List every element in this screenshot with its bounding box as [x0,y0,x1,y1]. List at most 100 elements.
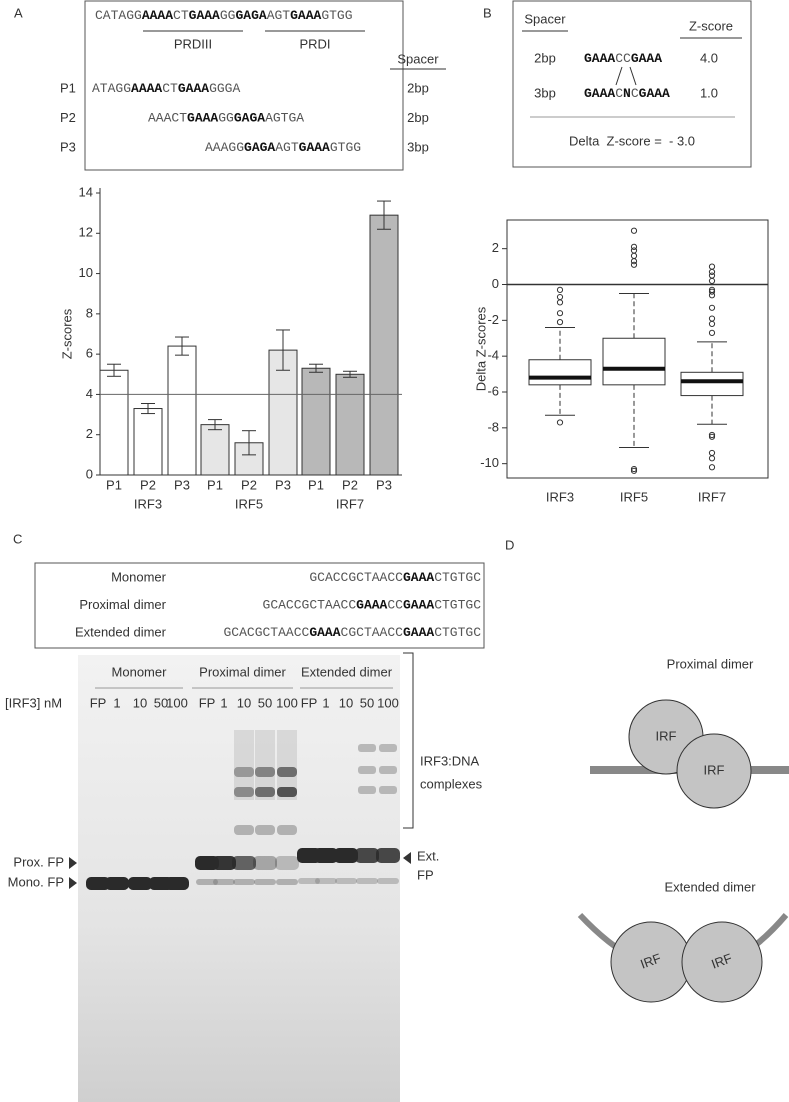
y-tick-label: -2 [487,312,499,327]
outlier [556,286,564,293]
group-label: IRF7 [336,496,364,511]
x-tick-label: P3 [275,477,291,492]
panel-label: A [14,5,23,20]
sequence-segment: C [631,86,639,101]
outlier [708,449,716,457]
y-tick-label: 14 [79,184,93,199]
gel-band [86,877,110,890]
lane-label: 10 [339,695,353,710]
construct-sequence: GCACCGCTAACCGAAACCGAAACTGTGC [263,598,482,613]
spacer-value: 3bp [407,139,429,154]
outlier [630,252,638,259]
sequence-segment: GG [220,8,236,23]
lane-label: FP [199,695,216,710]
spacer-value: 2bp [407,80,429,95]
sequence-segment: GAAA [309,625,340,640]
column-header: Spacer [524,11,566,26]
construct-name: Monomer [111,569,167,584]
protein-label: IRF [656,728,677,743]
sequence-segment: GAAA [299,140,330,155]
y-tick-label: 0 [492,276,499,291]
outlier [708,455,716,462]
sequence-segment: GAAA [290,8,321,23]
y-tick-label: 6 [86,346,93,361]
outlier [708,286,716,293]
gel-band [376,848,400,863]
y-tick-label: -4 [487,348,499,363]
y-tick-label: -6 [487,383,499,398]
outlier [630,247,638,254]
x-tick-label: P2 [140,477,156,492]
sequence-segment: GAAA [639,86,670,101]
x-tick-label: P1 [106,477,122,492]
bar [167,345,197,476]
gel-band [212,856,236,870]
complex-label: IRF3:DNA [420,753,480,768]
row-sequence: GAAACCGAAA [584,51,662,66]
gel-band [234,767,254,777]
gel-band [255,825,275,835]
lane-label: FP [90,695,107,710]
sequence-segment: GCACGCTAACC [224,625,310,640]
gel-band [379,786,397,794]
gel-band [275,856,299,870]
sequence-segment: GAAA [403,625,434,640]
column-header: Spacer [397,51,439,66]
gel-band [276,879,298,885]
gel-band [277,825,297,835]
sequence-segment: AAAGG [205,140,244,155]
sequence-segment: CC [615,51,631,66]
gel-band [355,848,379,863]
sequence-segment: C [615,86,623,101]
gel-band [277,787,297,797]
outlier [708,268,716,276]
outlier [556,293,564,301]
lane-label: 1 [322,695,329,710]
gel-band [253,856,277,870]
gel-band [356,878,378,884]
y-tick-label: 2 [86,426,93,441]
irf-protein [676,733,752,809]
gel-band [377,878,399,884]
diagram-title: Extended dimer [664,879,756,894]
band-marker: Mono. FP [8,874,64,889]
gel-smear [277,730,297,800]
gel-smear [255,730,275,800]
outlier [708,464,716,471]
gel-band [314,848,338,863]
sequence-segment: GAAA [187,111,218,126]
lane-label: 50 [154,695,168,710]
outlier [630,258,638,265]
sequence-segment: CGCTAACC [341,625,404,640]
diagram-title: Proximal dimer [667,656,754,671]
gel-band [379,744,397,752]
sequence-segment: GTGG [330,140,361,155]
sequence-segment: GAAA [584,51,615,66]
region-label: PRDI [299,36,330,51]
gel-band [277,767,297,777]
x-tick-label: P3 [174,477,190,492]
y-axis-label: Z-scores [59,308,74,359]
y-tick-label: -10 [480,455,499,470]
lane-label: 100 [276,695,298,710]
band-marker: Prox. FP [13,854,64,869]
column-header: Z-score [689,18,733,33]
sequence-segment: GAAA [403,570,434,585]
sequence-segment: CT [162,81,178,96]
sequence-segment: CC [387,598,403,613]
y-axis-label: Delta Z-scores [473,306,488,391]
panel-c-box [34,562,485,649]
panel-label: B [483,5,492,20]
bar [335,373,365,476]
sequence-segment: CT [173,8,189,23]
complex-label: complexes [420,776,483,791]
protein-label: IRF [638,950,663,971]
outlier [630,467,638,474]
panel-label: D [505,537,514,552]
zscore-value: 1.0 [700,85,718,100]
marker-arrow [69,877,77,889]
sequence-segment: GAGA [244,140,275,155]
lane-label: 10 [133,695,147,710]
outlier [708,431,716,439]
